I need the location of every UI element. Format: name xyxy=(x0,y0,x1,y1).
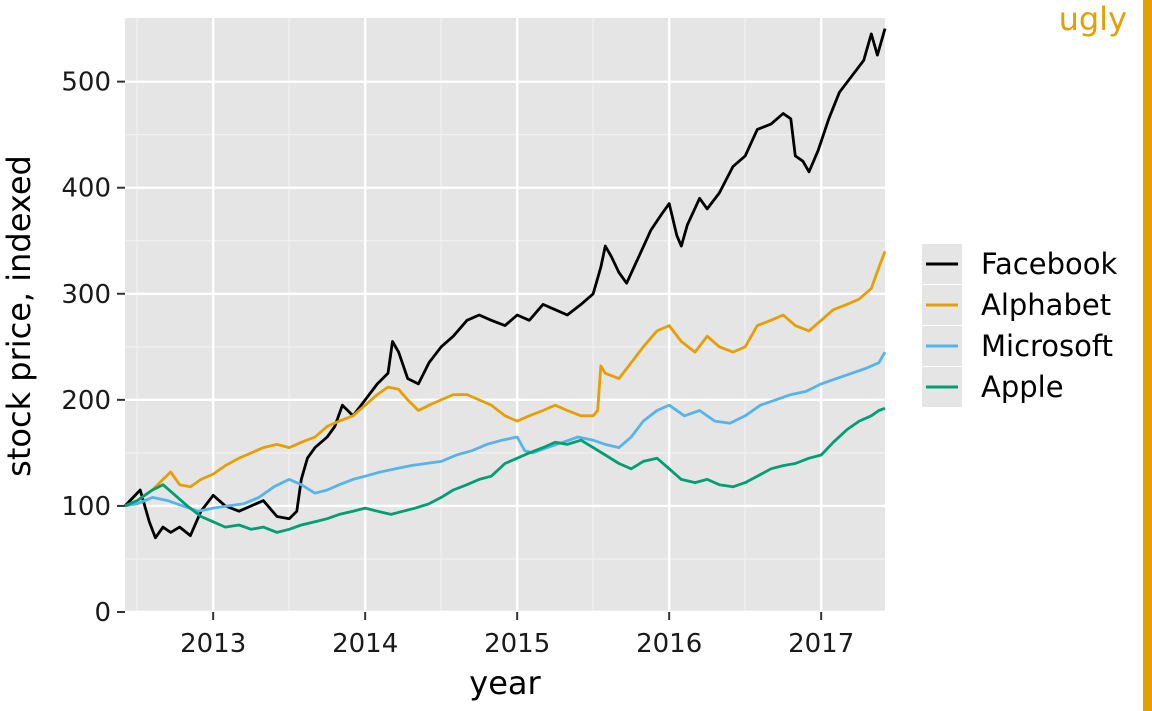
x-tick-label: 2015 xyxy=(484,629,550,659)
y-tick-label: 0 xyxy=(94,598,111,628)
x-tick-label: 2014 xyxy=(332,629,398,659)
legend-label-microsoft: Microsoft xyxy=(981,329,1113,363)
x-tick-label: 2013 xyxy=(180,629,246,659)
series-lines xyxy=(123,28,887,540)
y-tick-label: 200 xyxy=(61,386,111,416)
legend-label-facebook: Facebook xyxy=(981,247,1117,281)
x-tick-label: 2017 xyxy=(788,629,854,659)
series-line-facebook xyxy=(123,28,887,540)
y-tick-label: 500 xyxy=(61,68,111,98)
y-tick-label: 100 xyxy=(61,492,111,522)
y-axis-title: stock price, indexed xyxy=(0,155,38,477)
legend-label-alphabet: Alphabet xyxy=(981,288,1111,322)
legend: Facebook Alphabet Microsoft Apple xyxy=(922,244,1117,407)
y-tick-label: 300 xyxy=(61,280,111,310)
legend-label-apple: Apple xyxy=(981,370,1064,404)
x-axis: 2013 2014 2015 2016 2017 xyxy=(180,612,854,659)
series-line-apple xyxy=(124,406,886,534)
x-tick-label: 2016 xyxy=(636,629,702,659)
ugly-tag: ugly xyxy=(1059,0,1127,38)
x-axis-title: year xyxy=(469,664,541,702)
plot-panel xyxy=(125,18,885,612)
y-axis: 0 100 200 300 400 500 xyxy=(61,68,125,628)
y-tick-label: 400 xyxy=(61,174,111,204)
series-line-alphabet xyxy=(124,250,887,508)
tag-bar xyxy=(1143,0,1152,711)
series-line-microsoft xyxy=(124,351,887,513)
